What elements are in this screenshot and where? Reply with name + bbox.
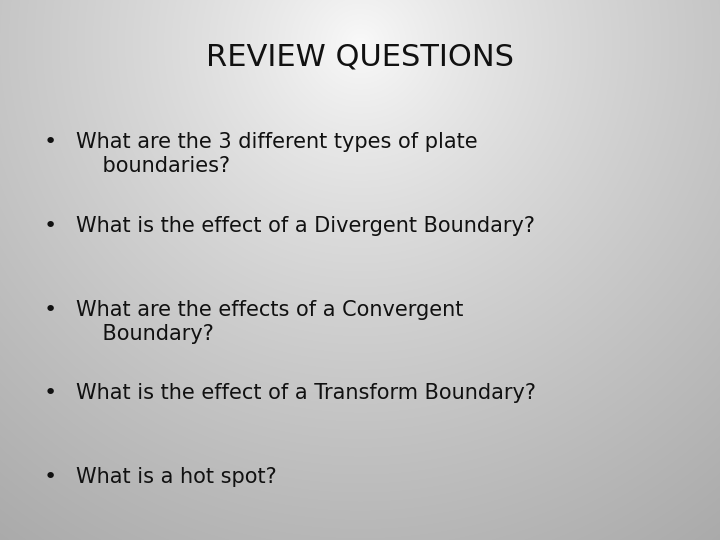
Text: •: • bbox=[44, 467, 57, 487]
Text: •: • bbox=[44, 132, 57, 152]
Text: What is a hot spot?: What is a hot spot? bbox=[76, 467, 276, 487]
Text: •: • bbox=[44, 300, 57, 320]
Text: What is the effect of a Transform Boundary?: What is the effect of a Transform Bounda… bbox=[76, 383, 536, 403]
Text: •: • bbox=[44, 216, 57, 236]
Text: What are the effects of a Convergent
    Boundary?: What are the effects of a Convergent Bou… bbox=[76, 300, 463, 343]
Text: What is the effect of a Divergent Boundary?: What is the effect of a Divergent Bounda… bbox=[76, 216, 534, 236]
Text: REVIEW QUESTIONS: REVIEW QUESTIONS bbox=[206, 42, 514, 71]
Text: What are the 3 different types of plate
    boundaries?: What are the 3 different types of plate … bbox=[76, 132, 477, 176]
Text: •: • bbox=[44, 383, 57, 403]
